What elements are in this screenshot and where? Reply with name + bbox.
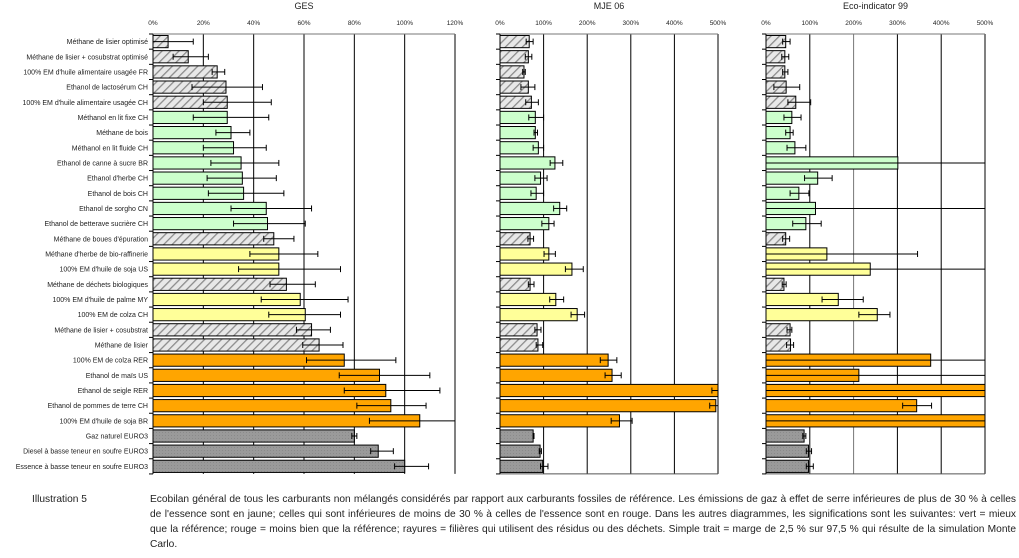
figure-ecobilan: Méthane de lisier optimisé Méthane de lis… [16, 1, 994, 475]
category-label: Ethanol de maïs US [86, 373, 149, 380]
bar [499, 34, 530, 49]
bar [152, 338, 320, 352]
category-label: Méthane de boues d'épuration [54, 236, 148, 243]
panel-eco-indicator-99: Eco-indicator 99 0% 100% 200% 300% 400% 500% [761, 1, 994, 475]
tick-label: 20% [197, 20, 210, 27]
bar [765, 277, 785, 291]
caption-label: Illustration 5 [32, 494, 87, 505]
bar [499, 232, 531, 246]
category-label: 100% EM d'huile alimentaire usagée FR [23, 69, 148, 76]
bar [152, 277, 287, 291]
category-label: Diesel à basse teneur en soufre EURO3 [23, 449, 148, 456]
bar [499, 262, 573, 276]
bar [499, 50, 529, 64]
bar [499, 368, 613, 382]
category-label: Méthane de bois [96, 130, 148, 137]
tick-label: 120% [447, 20, 464, 27]
tick-label: 500% [977, 20, 994, 27]
bar [499, 459, 544, 473]
category-label: Gaz naturel EURO3 [86, 434, 148, 441]
tick-label: 40% [247, 20, 260, 27]
bar [152, 459, 406, 473]
tick-label: 400% [666, 20, 683, 27]
tick-label: 80% [348, 20, 361, 27]
bar [152, 399, 392, 413]
bar [152, 444, 379, 458]
bar [499, 353, 609, 367]
bar [765, 459, 809, 473]
bar [499, 277, 531, 291]
tick-label: 400% [933, 20, 950, 27]
category-label: Ethanol de bois CH [88, 191, 148, 198]
bar [499, 141, 539, 155]
bar [499, 201, 561, 216]
tick-label: 0% [495, 20, 505, 27]
category-label: Ethanol de lactosérum CH [66, 85, 148, 92]
category-label: Méthane de lisier optimisé [67, 39, 148, 46]
tick-label: 300% [889, 20, 906, 27]
category-label: Ethanol de sorgho CN [79, 206, 148, 213]
bar [499, 429, 534, 443]
tick-label: 0% [148, 20, 158, 27]
bar [499, 126, 536, 140]
bar [152, 232, 275, 246]
category-label: Ethanol de betterave sucrière CH [45, 221, 149, 228]
bar [499, 414, 620, 428]
category-label: Ethanol de seigle RER [78, 388, 148, 395]
bar [499, 338, 539, 352]
category-label: Méthane de déchets biologiques [47, 282, 148, 289]
bar [765, 65, 786, 79]
category-label: Ethanol de pommes de terre CH [48, 403, 148, 410]
bar [499, 323, 538, 337]
bar [499, 156, 556, 170]
bar [499, 247, 550, 261]
panel-title: GES [294, 1, 313, 11]
tick-label: 500% [710, 20, 727, 27]
panel-title: Eco-indicator 99 [843, 1, 908, 11]
category-label: Essence à basse teneur en soufre EURO3 [16, 464, 148, 471]
panel-ges: GES 0% 20% 40% 60% 80% 100% 120% [148, 1, 464, 475]
bar [765, 444, 809, 458]
bar [499, 308, 578, 322]
category-label: Méthanol en lit fixe CH [78, 115, 148, 122]
tick-label: 0% [761, 20, 771, 27]
bar [152, 65, 218, 79]
category-label: Méthane de lisier [95, 342, 149, 349]
category-label: 100% EM de colza CH [78, 312, 148, 319]
category-labels: Méthane de lisier optimisé Méthane de lis… [16, 39, 149, 471]
category-label: Méthane de lisier + cosubstrat optimisé [26, 54, 148, 61]
category-label: 100% EM de colza RER [73, 358, 148, 365]
panel-title: MJE 06 [594, 1, 625, 11]
category-label: Ethanol d'herbe CH [87, 176, 148, 183]
category-label: Ethanol de canne à sucre BR [57, 160, 148, 167]
bar [499, 65, 525, 79]
category-label: Méthane d'herbe de bio-raffinerie [45, 251, 148, 258]
category-label: 100% EM d'huile alimentaire usagée CH [23, 100, 148, 107]
bar [765, 323, 791, 337]
tick-label: 200% [845, 20, 862, 27]
category-label: 100% EM d'huile de palme MY [53, 297, 149, 304]
caption-text: Ecobilan général de tous les carburants … [150, 494, 1016, 550]
tick-label: 100% [801, 20, 818, 27]
bar [499, 383, 719, 398]
tick-label: 300% [622, 20, 639, 27]
bar [499, 399, 717, 413]
category-label: Méthanol en lit fluide CH [72, 145, 148, 152]
tick-label: 100% [535, 20, 552, 27]
category-label: Méthane de lisier + cosubstrat [54, 327, 148, 334]
category-label: 100% EM d'huile de soja US [60, 267, 149, 274]
bar [152, 429, 355, 443]
bar [765, 399, 918, 413]
bar [152, 323, 313, 337]
bar [499, 444, 541, 458]
tick-label: 60% [297, 20, 310, 27]
bar [499, 292, 557, 307]
panel-mje06: MJE 06 0% 100% 200% 300% 400% 500% [495, 1, 727, 475]
category-label: 100% EM d'huile de soja BR [60, 418, 149, 425]
tick-label: 200% [579, 20, 596, 27]
tick-label: 100% [396, 20, 413, 27]
bar [765, 429, 805, 443]
